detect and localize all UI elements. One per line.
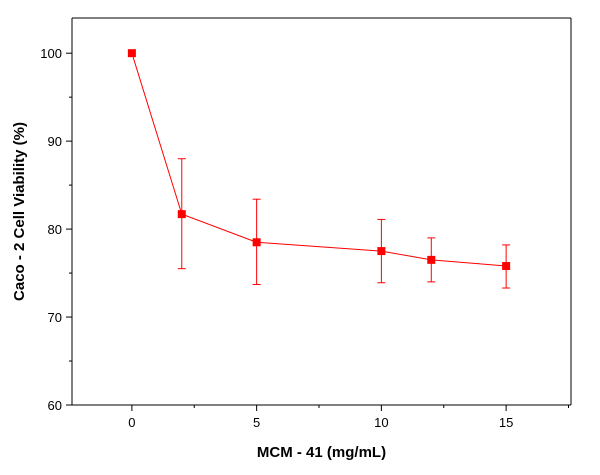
y-tick-label: 90 — [48, 134, 62, 149]
y-tick-label: 100 — [40, 46, 62, 61]
x-tick-label: 15 — [499, 415, 513, 430]
y-axis-title: Caco - 2 Cell Viability (%) — [11, 122, 28, 301]
x-tick-label: 10 — [374, 415, 388, 430]
y-tick-label: 70 — [48, 310, 62, 325]
data-point — [377, 247, 386, 256]
x-tick-label: 0 — [128, 415, 135, 430]
series-line — [131, 53, 507, 267]
x-axis-title: MCM - 41 (mg/mL) — [257, 444, 386, 461]
axes: 0 5 10 15 60 70 80 90 100 — [40, 17, 572, 430]
data-point — [427, 255, 436, 264]
x-tick-label: 5 — [253, 415, 260, 430]
data-point — [252, 238, 261, 247]
data-point — [127, 49, 136, 58]
y-tick-label: 80 — [48, 222, 62, 237]
data-point — [177, 210, 186, 219]
plot-area — [127, 49, 511, 289]
y-tick-label: 60 — [48, 398, 62, 413]
data-point — [502, 262, 511, 271]
